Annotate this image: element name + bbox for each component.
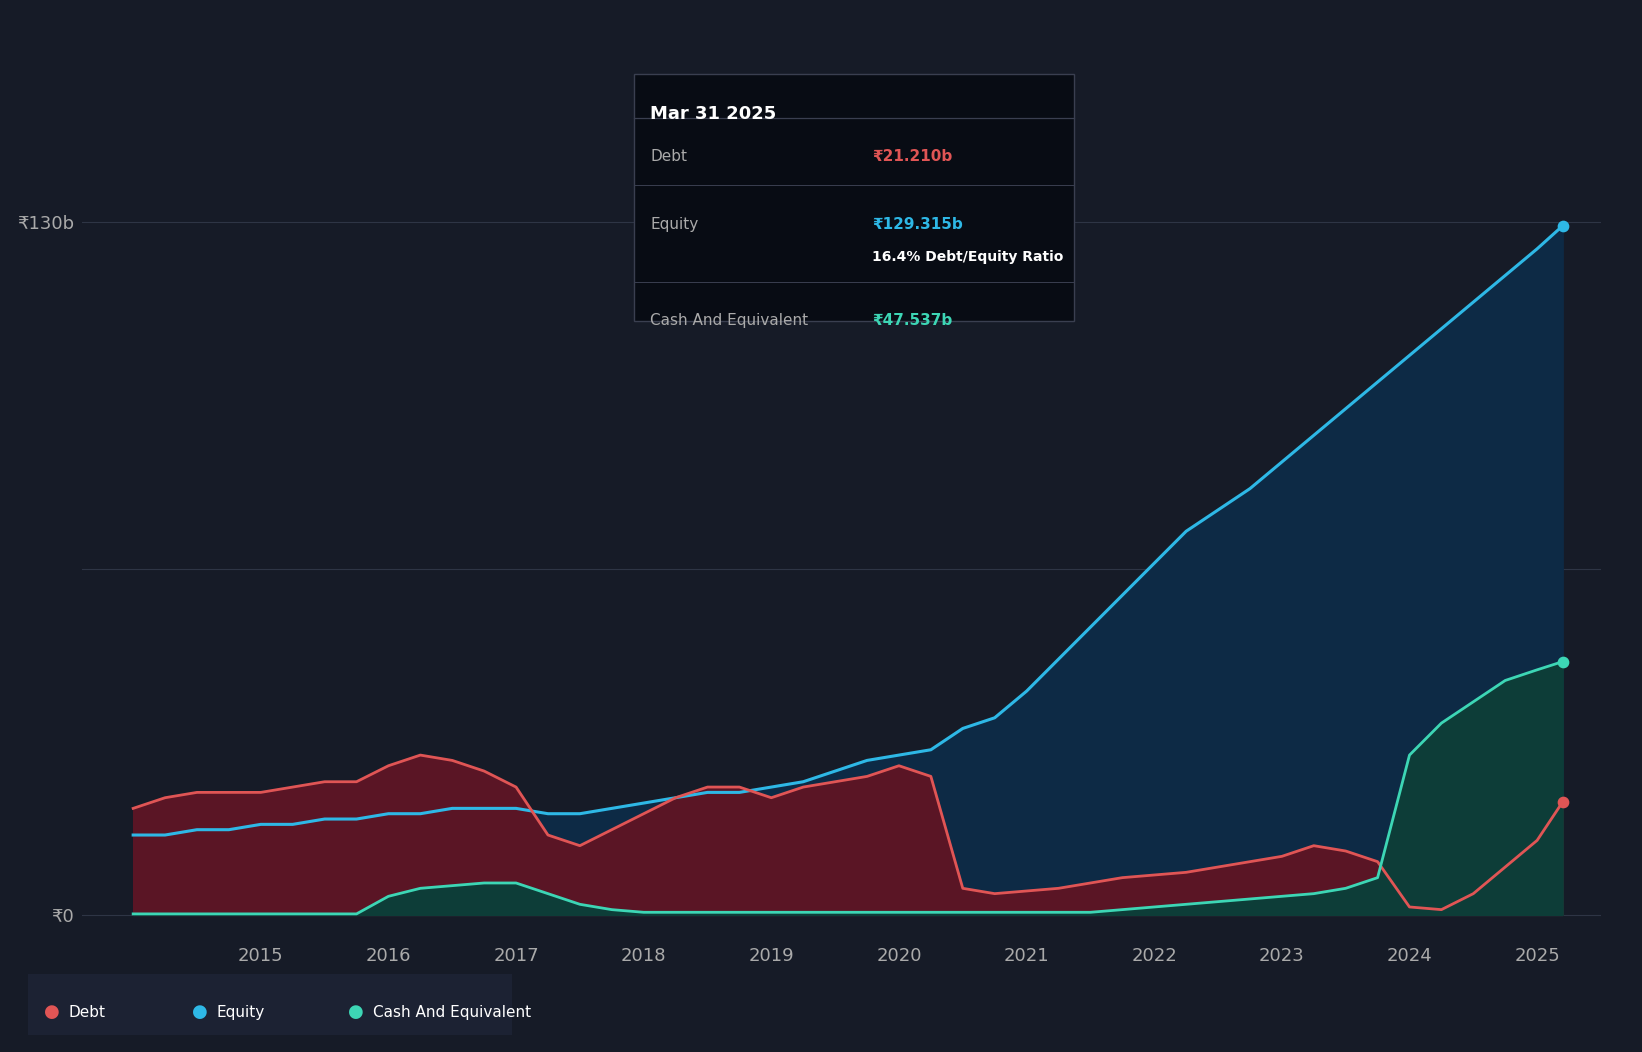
Text: ●: ● <box>348 1003 365 1021</box>
Text: ●: ● <box>44 1003 61 1021</box>
Text: Debt: Debt <box>650 149 688 164</box>
Text: Debt: Debt <box>69 1005 107 1019</box>
Text: ₹47.537b: ₹47.537b <box>872 313 952 328</box>
Text: 16.4% Debt/Equity Ratio: 16.4% Debt/Equity Ratio <box>872 250 1064 264</box>
Point <box>1550 793 1576 810</box>
Text: ₹21.210b: ₹21.210b <box>872 149 952 164</box>
Point <box>1550 653 1576 670</box>
Point <box>1550 218 1576 235</box>
Text: ●: ● <box>192 1003 209 1021</box>
Text: Cash And Equivalent: Cash And Equivalent <box>373 1005 530 1019</box>
Text: Equity: Equity <box>217 1005 264 1019</box>
Text: Mar 31 2025: Mar 31 2025 <box>650 105 777 123</box>
Text: Equity: Equity <box>650 217 698 231</box>
Text: Cash And Equivalent: Cash And Equivalent <box>650 313 808 328</box>
Text: ₹129.315b: ₹129.315b <box>872 217 962 231</box>
